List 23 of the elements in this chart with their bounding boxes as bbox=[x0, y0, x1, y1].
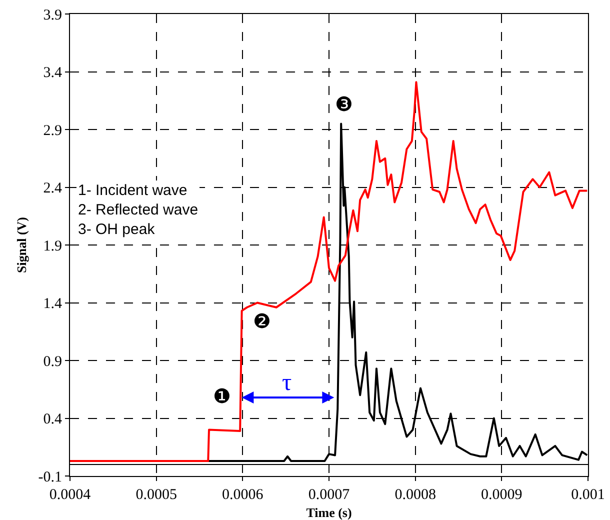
annotation: τ bbox=[282, 370, 292, 396]
annotation: ❸ bbox=[335, 92, 353, 116]
annotation: 1- Incident wave 2- Reflected wave 3- OH peak bbox=[78, 182, 198, 238]
y-tick-label: 0.4 bbox=[43, 412, 62, 428]
x-tick-label: 0.0008 bbox=[394, 487, 436, 503]
x-tick-label: 0.0004 bbox=[49, 487, 92, 503]
y-tick-label: 1.4 bbox=[43, 296, 62, 312]
y-axis-title: Signal (V) bbox=[14, 217, 30, 273]
y-tick-label: 0.9 bbox=[43, 354, 62, 370]
x-tick-label: 0.001 bbox=[571, 487, 605, 503]
x-tick-label: 0.0006 bbox=[222, 487, 264, 503]
y-tick-label: 2.4 bbox=[43, 180, 62, 196]
annotation: ❷ bbox=[253, 309, 271, 333]
y-tick-label: 3.9 bbox=[43, 7, 62, 24]
x-axis-title: Time (s) bbox=[306, 505, 352, 520]
y-tick-label: 2.9 bbox=[43, 122, 62, 139]
x-tick-label: 0.0005 bbox=[136, 487, 177, 503]
x-tick-label: 0.0009 bbox=[481, 487, 522, 503]
y-tick-label: -0.1 bbox=[38, 469, 62, 486]
y-tick-label: 1.9 bbox=[43, 238, 62, 254]
y-tick-label: 3.4 bbox=[43, 65, 62, 81]
annotation: ❶ bbox=[213, 384, 231, 408]
x-tick-label: 0.0007 bbox=[308, 487, 350, 503]
